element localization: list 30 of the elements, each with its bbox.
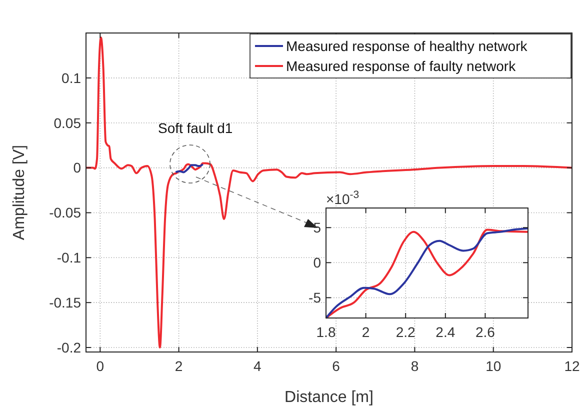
- y-tick-label: -0.1: [56, 250, 82, 266]
- x-tick-label: 2.2: [396, 324, 416, 340]
- y-axis-title: Amplitude [V]: [11, 144, 28, 240]
- annotation: Soft fault d1: [158, 120, 233, 136]
- x-axis-title: Distance [m]: [284, 389, 374, 406]
- x-tick-label: 1.8: [316, 324, 336, 340]
- y-tick-label: 0.05: [54, 114, 82, 131]
- y-tick-label: -5: [308, 290, 322, 306]
- y-tick-label: 5: [313, 220, 322, 236]
- y-tick-label: -0.15: [49, 294, 82, 310]
- x-tick-label: 2: [362, 324, 370, 340]
- annotation: ×10$^{-3}$: [326, 189, 360, 207]
- y-tick-label: 0: [313, 254, 322, 271]
- line-series: [174, 163, 204, 174]
- legend-label: Measured response of faulty network: [286, 58, 517, 74]
- y-tick-label: 0.1: [62, 70, 82, 86]
- x-tick-label: 6: [332, 358, 340, 374]
- x-tick-label: 4: [254, 358, 262, 374]
- y-tick-label: 0: [73, 160, 82, 176]
- x-tick-label: 2.4: [436, 324, 456, 340]
- legend-label: Measured response of healthy network: [286, 38, 528, 54]
- x-tick-label: 8: [410, 358, 419, 374]
- y-tick-label: -0.2: [56, 339, 82, 356]
- x-tick-label: 2.6: [475, 324, 496, 340]
- x-tick-label: 10: [486, 358, 502, 374]
- x-tick-label: 2: [174, 358, 183, 374]
- x-tick-label: 0: [96, 358, 104, 374]
- y-tick-label: -0.05: [49, 204, 82, 221]
- line-series: [86, 36, 572, 349]
- x-tick-label: 12: [564, 358, 580, 374]
